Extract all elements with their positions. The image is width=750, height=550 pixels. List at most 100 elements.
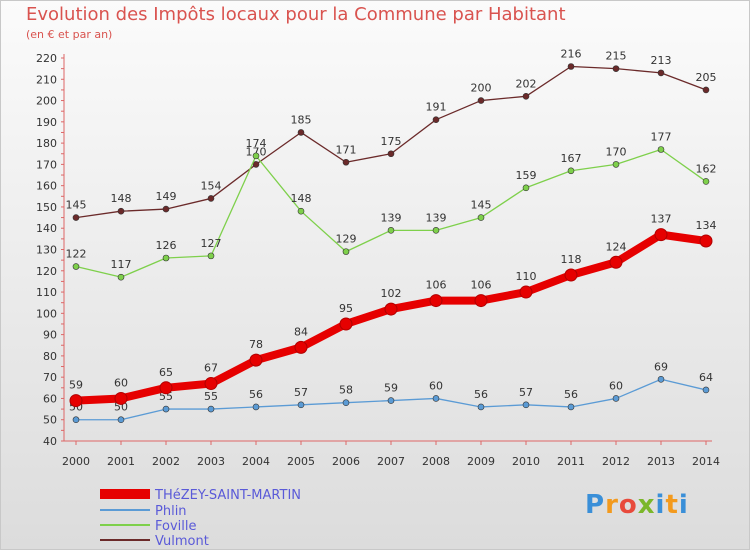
y-tick-label: 50 bbox=[43, 414, 57, 427]
data-label: 175 bbox=[381, 135, 402, 148]
data-label: 171 bbox=[336, 143, 357, 156]
y-tick-label: 220 bbox=[36, 52, 57, 65]
x-tick-label: 2010 bbox=[512, 455, 540, 468]
data-label: 50 bbox=[114, 401, 128, 414]
data-point bbox=[702, 386, 710, 394]
data-label: 117 bbox=[111, 258, 132, 271]
y-tick-label: 120 bbox=[36, 265, 57, 278]
data-point bbox=[567, 63, 575, 70]
data-point bbox=[564, 268, 578, 282]
y-tick-label: 80 bbox=[43, 350, 57, 363]
x-tick-label: 2014 bbox=[692, 455, 720, 468]
proxiti-logo: Proxiti bbox=[585, 490, 689, 520]
x-tick-label: 2008 bbox=[422, 455, 450, 468]
data-label: 59 bbox=[384, 382, 398, 395]
data-label: 202 bbox=[516, 77, 537, 90]
data-label: 59 bbox=[69, 379, 83, 392]
data-label: 177 bbox=[651, 130, 672, 143]
data-point bbox=[657, 69, 665, 77]
data-point bbox=[297, 207, 305, 215]
data-point bbox=[162, 254, 170, 262]
data-label: 145 bbox=[66, 199, 87, 212]
data-label: 170 bbox=[246, 145, 267, 158]
data-point bbox=[432, 395, 440, 402]
data-label: 170 bbox=[606, 145, 627, 158]
y-tick-label: 200 bbox=[36, 95, 57, 108]
data-point bbox=[387, 150, 395, 158]
y-tick-label: 40 bbox=[43, 435, 57, 448]
data-point bbox=[657, 375, 665, 383]
data-point bbox=[162, 205, 170, 213]
data-label: 110 bbox=[516, 270, 537, 283]
data-point bbox=[297, 401, 305, 409]
data-point bbox=[72, 263, 80, 270]
data-point bbox=[699, 234, 713, 248]
data-label: 129 bbox=[336, 233, 357, 246]
data-point bbox=[432, 227, 440, 234]
chart-subtitle: (en € et par an) bbox=[26, 28, 113, 41]
data-label: 134 bbox=[696, 219, 717, 232]
data-label: 145 bbox=[471, 199, 492, 212]
data-label: 124 bbox=[606, 240, 627, 253]
data-label: 78 bbox=[249, 338, 263, 351]
data-label: 162 bbox=[696, 162, 717, 175]
x-tick-label: 2001 bbox=[107, 455, 135, 468]
data-point bbox=[72, 416, 80, 424]
data-label: 139 bbox=[381, 211, 402, 224]
y-tick-label: 180 bbox=[36, 137, 57, 150]
data-point bbox=[477, 403, 485, 411]
data-label: 149 bbox=[156, 190, 177, 203]
data-point bbox=[294, 340, 308, 354]
data-label: 60 bbox=[114, 376, 128, 389]
data-label: 84 bbox=[294, 325, 308, 338]
data-point bbox=[387, 227, 395, 234]
data-point bbox=[207, 405, 215, 413]
data-point bbox=[654, 228, 668, 242]
x-tick-label: 2013 bbox=[647, 455, 675, 468]
x-tick-label: 2011 bbox=[557, 455, 585, 468]
data-label: 127 bbox=[201, 237, 222, 250]
data-point bbox=[702, 86, 710, 94]
data-point bbox=[297, 129, 305, 136]
data-label: 95 bbox=[339, 302, 353, 315]
x-tick-label: 2009 bbox=[467, 455, 495, 468]
data-label: 215 bbox=[606, 50, 627, 63]
x-tick-label: 2012 bbox=[602, 455, 630, 468]
data-label: 191 bbox=[426, 101, 447, 114]
data-label: 174 bbox=[246, 137, 267, 150]
x-tick-label: 2000 bbox=[62, 455, 90, 468]
data-point bbox=[387, 397, 395, 404]
data-point bbox=[612, 65, 620, 72]
data-label: 185 bbox=[291, 113, 312, 126]
legend-label: Phlin bbox=[155, 504, 187, 519]
data-point bbox=[162, 405, 170, 413]
data-point bbox=[657, 146, 665, 153]
y-tick-label: 130 bbox=[36, 244, 57, 257]
data-label: 159 bbox=[516, 169, 537, 182]
y-tick-label: 70 bbox=[43, 371, 57, 384]
legend-label: THéZEY-SAINT-MARTIN bbox=[154, 488, 301, 503]
x-tick-label: 2004 bbox=[242, 455, 270, 468]
data-label: 60 bbox=[609, 379, 623, 392]
data-point bbox=[519, 285, 533, 299]
data-point bbox=[429, 294, 443, 308]
data-point bbox=[207, 195, 215, 202]
data-point bbox=[252, 161, 260, 168]
data-point bbox=[252, 403, 260, 411]
data-point bbox=[69, 394, 83, 408]
data-point bbox=[612, 161, 620, 168]
data-label: 213 bbox=[651, 54, 672, 67]
data-label: 56 bbox=[474, 388, 488, 401]
data-point bbox=[477, 97, 485, 104]
data-point bbox=[702, 178, 710, 185]
data-point bbox=[384, 302, 398, 316]
data-label: 67 bbox=[204, 362, 218, 375]
data-point bbox=[114, 391, 128, 405]
y-tick-label: 190 bbox=[36, 116, 57, 129]
data-point bbox=[567, 167, 575, 175]
data-label: 55 bbox=[204, 390, 218, 403]
y-tick-label: 140 bbox=[36, 222, 57, 235]
y-tick-label: 60 bbox=[43, 392, 57, 405]
data-label: 102 bbox=[381, 287, 402, 300]
